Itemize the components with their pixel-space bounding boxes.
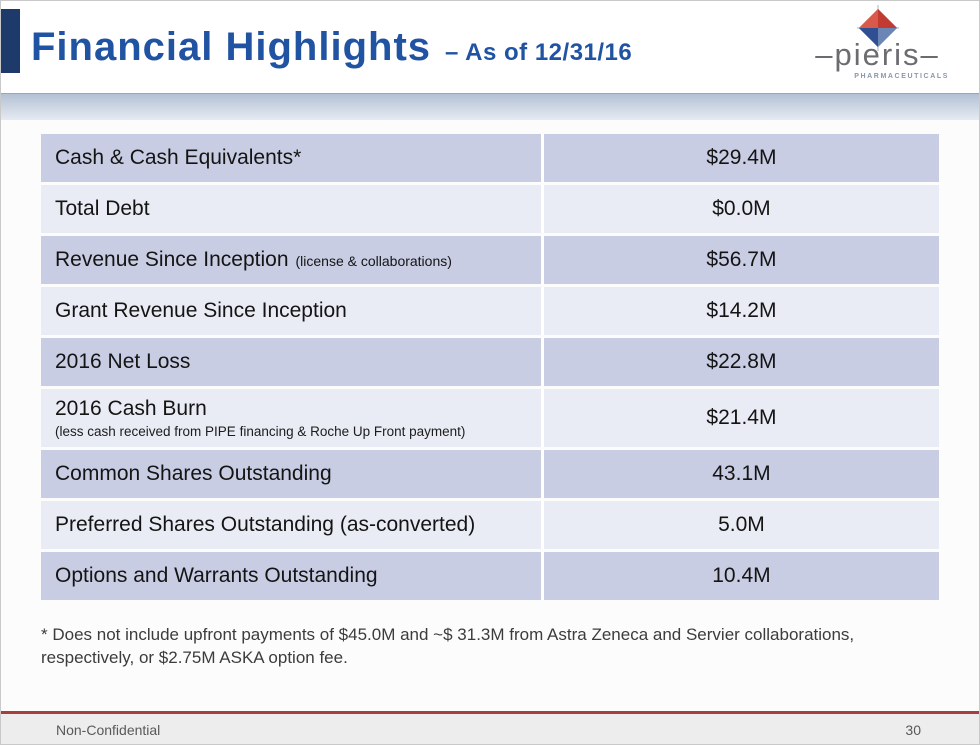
row-value: 5.0M [718,513,765,536]
row-label-text: Cash & Cash Equivalents* [55,146,302,169]
header-gradient-band [1,93,979,120]
table-row: 2016 Cash Burn (less cash received from … [41,389,939,447]
row-label: Common Shares Outstanding [41,450,544,498]
logo-wordmark: –pieris– [815,37,940,72]
table-row: Revenue Since Inception (license & collab… [41,236,939,284]
financials-table: Cash & Cash Equivalents* $29.4M Total De… [41,134,939,600]
footnote: * Does not include upfront payments of $… [41,625,855,667]
header-accent-bar [1,9,20,73]
row-label-subline: (less cash received from PIPE financing … [55,424,466,439]
row-label-text: Grant Revenue Since Inception [55,299,347,322]
row-label: Options and Warrants Outstanding [41,552,544,600]
row-label-text: Revenue Since Inception [55,248,289,271]
header: Financial Highlights – As of 12/31/16 –p… [1,1,979,93]
table-row: Options and Warrants Outstanding 10.4M [41,552,939,600]
row-label-text: Total Debt [55,197,150,220]
content: Cash & Cash Equivalents* $29.4M Total De… [1,134,979,670]
row-label: Grant Revenue Since Inception [41,287,544,335]
row-value: $29.4M [706,146,777,169]
row-label: Preferred Shares Outstanding (as-convert… [41,501,544,549]
row-value: $56.7M [706,248,777,271]
row-label: Total Debt [41,185,544,233]
table-row: Cash & Cash Equivalents* $29.4M [41,134,939,182]
row-label: Cash & Cash Equivalents* [41,134,544,182]
page-title: Financial Highlights [31,25,432,69]
row-label: Revenue Since Inception (license & collab… [41,236,544,284]
table-row: Common Shares Outstanding 43.1M [41,450,939,498]
row-value: $14.2M [706,299,777,322]
footer-label: Non-Confidential [56,722,161,738]
title-wrap: Financial Highlights – As of 12/31/16 [31,25,632,70]
pieris-logo: –pieris– PHARMACEUTICALS [790,3,965,91]
page-number: 30 [905,722,921,738]
row-label: 2016 Cash Burn (less cash received from … [41,389,544,447]
row-label-text: 2016 Net Loss [55,350,191,373]
table-row: Grant Revenue Since Inception $14.2M [41,287,939,335]
row-label: 2016 Net Loss [41,338,544,386]
row-label-text: Preferred Shares Outstanding (as-convert… [55,513,476,536]
row-label-note: (license & collaborations) [295,253,452,269]
row-label-text: Common Shares Outstanding [55,462,332,485]
title-suffix: – As of 12/31/16 [445,39,633,66]
row-label-text: 2016 Cash Burn [55,397,207,420]
row-value: 10.4M [712,564,771,587]
row-value: $0.0M [712,197,771,220]
table-row: Preferred Shares Outstanding (as-convert… [41,501,939,549]
table-row: Total Debt $0.0M [41,185,939,233]
row-value: $21.4M [706,406,777,429]
row-value: 43.1M [712,462,771,485]
pinwheel-logo-icon [856,5,899,51]
row-label-text: Options and Warrants Outstanding [55,564,378,587]
row-value: $22.8M [706,350,777,373]
footer: Non-Confidential 30 [1,714,979,744]
table-row: 2016 Net Loss $22.8M [41,338,939,386]
logo-subtext: PHARMACEUTICALS [854,73,949,80]
footer-red-line [1,711,979,714]
